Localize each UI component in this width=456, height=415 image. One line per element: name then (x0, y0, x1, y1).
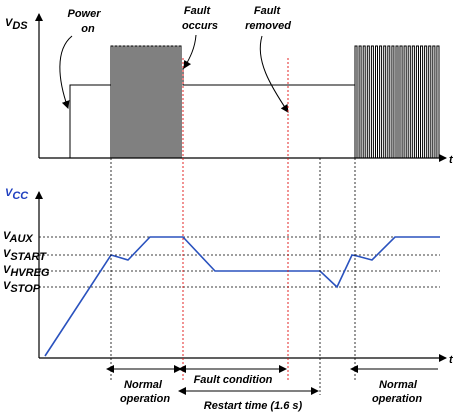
t-axis-label-bottom: t (449, 354, 454, 366)
level-guides (39, 236, 440, 288)
vds-panel: VDS t Power on Fault occurs Fault remove… (5, 5, 454, 166)
fault-removed-label: Fault (254, 5, 282, 17)
vcc-trace (44, 236, 440, 357)
power-on-label: Power (67, 8, 101, 20)
vds-pulse-train (354, 45, 441, 159)
fault-condition-label: Fault condition (194, 374, 273, 386)
vds-pulses-normal-right (354, 45, 441, 159)
power-on-arrow (59, 35, 73, 109)
vds-fault-level (182, 68, 356, 158)
t-axis-label-top: t (449, 154, 454, 166)
v-stop-label: VSTOP (3, 280, 41, 295)
v-hvreg-label: VHVREG (3, 264, 50, 279)
normal-operation-right-label: Normal (379, 379, 418, 391)
vds-waveform (39, 45, 441, 159)
normal-operation-right-label-2: operation (372, 393, 422, 405)
v-start-label: VSTART (3, 248, 47, 263)
vcc-axis-label: VCC (5, 187, 29, 202)
power-on-label-2: on (81, 23, 95, 35)
vds-ramp (39, 84, 112, 159)
vds-pulse-train (110, 45, 183, 159)
vds-axis-label: VDS (5, 17, 28, 32)
interval-markers (106, 365, 438, 395)
fault-occurs-label-2: occurs (182, 20, 218, 32)
fault-removed-label-2: removed (245, 20, 291, 32)
restart-time-label: Restart time (1.6 s) (204, 400, 303, 412)
v-aux-label: VAUX (3, 230, 33, 245)
fault-occurs-arrow (183, 34, 197, 69)
vcc-panel: VCC t VAUX VSTART VHVREG VSTOP (3, 187, 454, 366)
fault-removed-arrow (259, 35, 289, 113)
vertical-guides (110, 58, 356, 395)
normal-operation-left-label-2: operation (120, 393, 170, 405)
vds-pulses-normal-left (110, 45, 183, 159)
normal-operation-left-label: Normal (124, 379, 163, 391)
fault-occurs-label: Fault (184, 5, 212, 17)
